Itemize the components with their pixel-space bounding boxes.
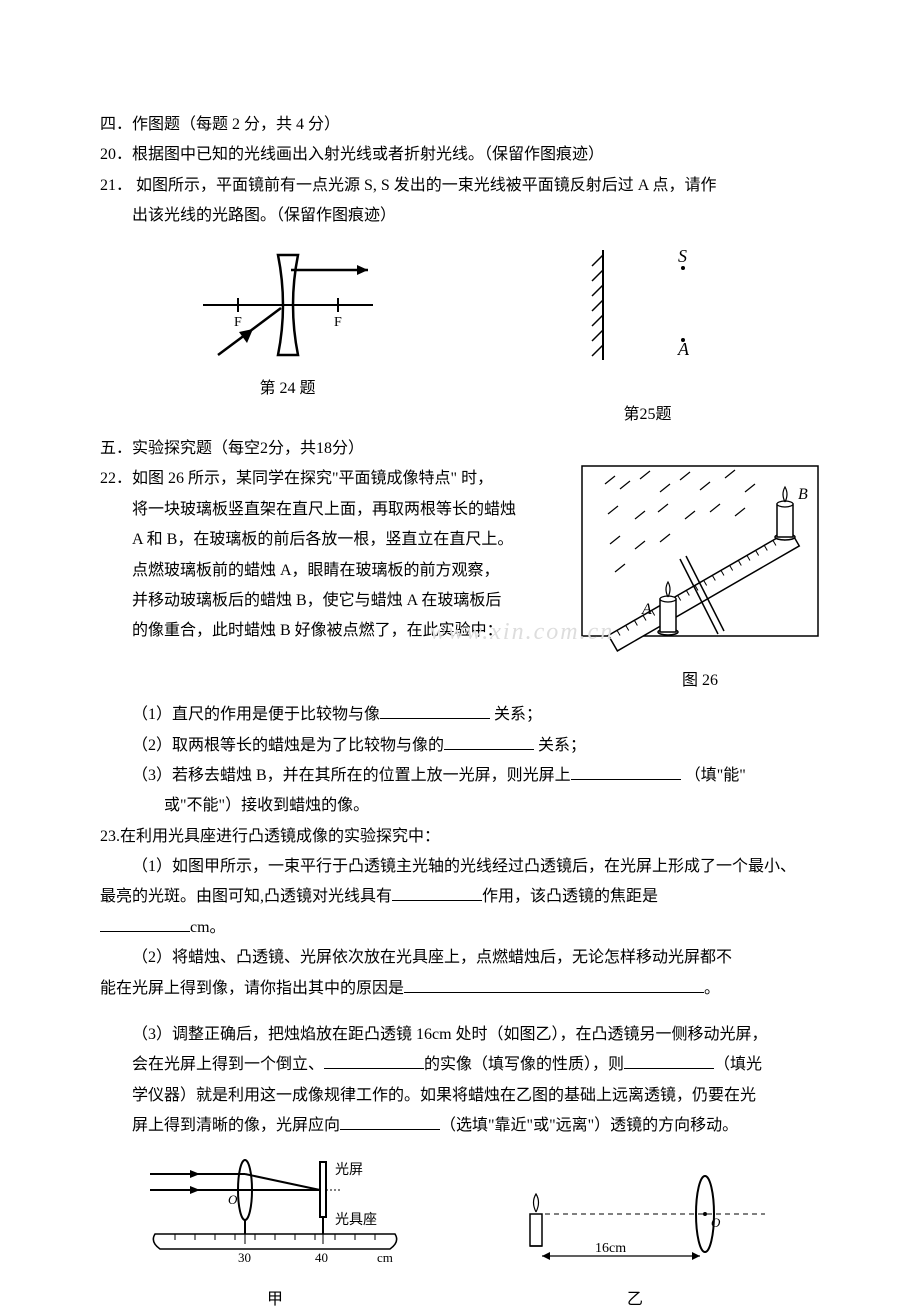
blank-3[interactable] xyxy=(571,764,681,780)
q22-block: A B 图 26 22．如图 26 所示，某同学在探究"平面镜成像特点" 时， … xyxy=(100,464,820,700)
figure-24-caption: 第 24 题 xyxy=(259,374,315,404)
q23-2b-line: 能在光屏上得到像，请你指出其中的原因是 。 xyxy=(100,974,820,1004)
q23-3g: （选填"靠近"或"远离"）透镜的方向移动。 xyxy=(440,1117,738,1134)
tick-40: 40 xyxy=(315,1250,328,1265)
q23-1b: 最亮的光斑。由图可知,凸透镜对光线具有 xyxy=(100,888,392,905)
o-label-yi: O xyxy=(711,1215,721,1230)
figure-24-col: F F 第 24 题 xyxy=(193,240,383,404)
q23-3-line4: 屏上得到清晰的像，光屏应向 （选填"靠近"或"远离"）透镜的方向移动。 xyxy=(100,1111,820,1141)
blank-5[interactable] xyxy=(100,916,190,932)
blank-1[interactable] xyxy=(380,703,490,719)
q21-line2: 出该光线的光路图。（保留作图痕迹） xyxy=(100,201,820,231)
q23-1d: cm。 xyxy=(190,919,226,936)
mirror-diagram: S A xyxy=(568,240,728,370)
q23-3a: （3）调整正确后，把烛焰放在距凸透镜 16cm 处时（如图乙），在凸透镜另一侧移… xyxy=(100,1020,820,1050)
bench-label: 光具座 xyxy=(335,1212,377,1228)
tick-cm: cm xyxy=(377,1250,393,1265)
figures-row-24-25: F F 第 24 题 S A 第25题 xyxy=(100,240,820,430)
q23-1d-line: cm。 xyxy=(100,913,820,943)
point-s-label: S xyxy=(678,246,687,266)
q22-sub1b: 关系； xyxy=(490,706,542,723)
lens-f-left: F xyxy=(234,315,242,330)
q22-sub3: （3）若移去蜡烛 B，并在其所在的位置上放一光屏，则光屏上 （填"能" xyxy=(100,761,820,791)
mirror-candle-diagram: A B xyxy=(580,464,820,654)
optical-bench-yi: O 16cm xyxy=(495,1174,775,1274)
q21-line1: 21． 如图所示，平面镜前有一点光源 S, S 发出的一束光线被平面镜反射后过 … xyxy=(100,171,820,201)
q22-sub2b: 关系； xyxy=(534,737,586,754)
blank-7[interactable] xyxy=(324,1053,424,1069)
figure-25-caption: 第25题 xyxy=(623,400,671,430)
figure-26: A B 图 26 xyxy=(580,464,820,696)
section5-heading: 五．实验探究题（每空2分，共18分） xyxy=(100,434,820,464)
q22-sub3a: （3）若移去蜡烛 B，并在其所在的位置上放一光屏，则光屏上 xyxy=(132,767,571,784)
q23-2a: （2）将蜡烛、凸透镜、光屏依次放在光具座上，点燃蜡烛后，无论怎样移动光屏都不 xyxy=(100,943,820,973)
q23-heading: 23.在利用光具座进行凸透镜成像的实验探究中： xyxy=(100,822,820,852)
distance-16cm: 16cm xyxy=(595,1241,626,1256)
candle-b-label: B xyxy=(798,486,808,503)
figure-jia: O 光屏 30 40 cm 光具座 甲 xyxy=(145,1154,405,1315)
screen-label: 光屏 xyxy=(335,1162,363,1178)
q22-sub2a: （2）取两根等长的蜡烛是为了比较物与像的 xyxy=(132,737,444,754)
q23-3f: 屏上得到清晰的像，光屏应向 xyxy=(132,1117,340,1134)
spacer xyxy=(100,1004,820,1020)
q23-2c: 。 xyxy=(704,980,720,997)
q23-2b: 能在光屏上得到像，请你指出其中的原因是 xyxy=(100,980,404,997)
concave-lens-diagram: F F xyxy=(193,240,383,370)
q23-1b-line: 最亮的光斑。由图可知,凸透镜对光线具有 作用，该凸透镜的焦距是 xyxy=(100,882,820,912)
q23-3-line2: 会在光屏上得到一个倒立、 的实像（填写像的性质），则 （填光 xyxy=(100,1050,820,1080)
q23-1c: 作用，该凸透镜的焦距是 xyxy=(482,888,658,905)
figure-yi: O 16cm 乙 xyxy=(495,1174,775,1315)
bottom-figures-row: O 光屏 30 40 cm 光具座 甲 xyxy=(100,1154,820,1315)
blank-6[interactable] xyxy=(404,977,704,993)
q23-3d: （填光 xyxy=(714,1056,762,1073)
optical-bench-jia: O 光屏 30 40 cm 光具座 xyxy=(145,1154,405,1274)
figure-26-caption: 图 26 xyxy=(580,666,820,696)
q22-sub3b: （填"能" xyxy=(681,767,746,784)
lens-f-right: F xyxy=(334,315,342,330)
q23-3b: 会在光屏上得到一个倒立、 xyxy=(132,1056,324,1073)
blank-4[interactable] xyxy=(392,885,482,901)
q22-sub2: （2）取两根等长的蜡烛是为了比较物与像的 关系； xyxy=(100,731,820,761)
blank-8[interactable] xyxy=(624,1053,714,1069)
blank-2[interactable] xyxy=(444,734,534,750)
point-a-label: A xyxy=(677,339,690,359)
q22-sub1: （1）直尺的作用是便于比较物与像 关系； xyxy=(100,700,820,730)
q23-1a: （1）如图甲所示，一束平行于凸透镜主光轴的光线经过凸透镜后，在光屏上形成了一个最… xyxy=(100,852,820,882)
section4-heading: 四．作图题（每题 2 分，共 4 分） xyxy=(100,110,820,140)
figure-25-col: S A 第25题 xyxy=(568,240,728,430)
q23-3c: 的实像（填写像的性质），则 xyxy=(424,1056,624,1073)
blank-9[interactable] xyxy=(340,1114,440,1130)
q22-sub3c: 或"不能"）接收到蜡烛的像。 xyxy=(100,791,820,821)
q20-text: 20．根据图中已知的光线画出入射光线或者折射光线。（保留作图痕迹） xyxy=(100,140,820,170)
o-label-jia: O xyxy=(228,1192,238,1207)
tick-30: 30 xyxy=(238,1250,251,1265)
candle-a-label: A xyxy=(641,601,652,618)
q22-sub1a: （1）直尺的作用是便于比较物与像 xyxy=(132,706,380,723)
q23-3e: 学仪器）就是利用这一成像规律工作的。如果将蜡烛在乙图的基础上远离透镜，仍要在光 xyxy=(100,1081,820,1111)
